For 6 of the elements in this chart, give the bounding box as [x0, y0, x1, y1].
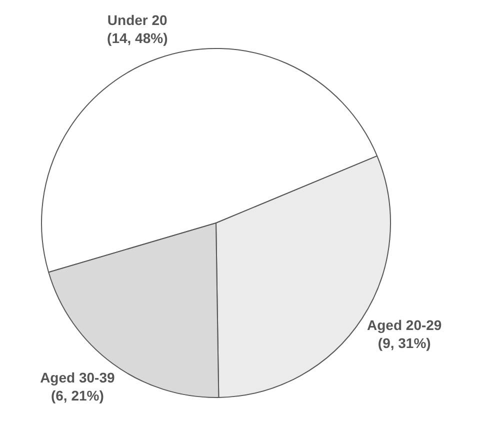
data-label: (6, 21%) [50, 388, 104, 404]
slice-label: Aged 20-29 [367, 317, 442, 333]
data-label: (14, 48%) [107, 30, 168, 46]
slice-label: Aged 30-39 [40, 370, 115, 386]
data-label: (9, 31%) [378, 335, 431, 351]
slice-label: Under 20 [107, 12, 168, 28]
